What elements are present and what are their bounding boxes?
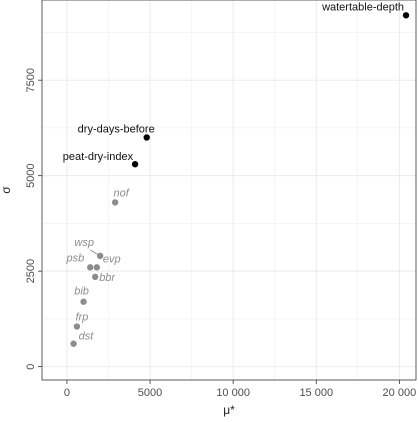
point-label-psb: psb [65, 252, 84, 264]
point-nof [111, 199, 119, 206]
point-label-bib: bib [74, 286, 89, 298]
x-axis-title: μ* [223, 403, 235, 417]
point-label-watertable-depth: watertable-depth [321, 1, 404, 13]
point-label-evp: evp [103, 253, 121, 265]
point-wsp [96, 252, 104, 260]
point-dry-days-before [143, 134, 150, 141]
point-psb [87, 264, 94, 271]
point-label-dry-days-before: dry-days-before [78, 123, 155, 135]
point-labels: watertable-depth dry-days-before peat-dry-… [63, 1, 404, 342]
point-label-wsp: wsp [74, 237, 94, 249]
point-bbr [91, 273, 99, 281]
y-tick-label: 0 [25, 364, 37, 370]
y-tick-label: 7500 [25, 68, 37, 92]
x-tick-label: 15 000 [299, 387, 333, 399]
point-label-bbr: bbr [99, 272, 116, 284]
point-label-dst: dst [79, 331, 95, 343]
point-dst [70, 340, 77, 347]
point-label-peat-dry-index: peat-dry-index [63, 151, 134, 163]
y-axis-title: σ [0, 186, 13, 194]
point-evp [93, 264, 101, 271]
point-label-nof: nof [113, 187, 129, 199]
panel-border [41, 0, 417, 381]
y-tick-label: 5000 [25, 163, 37, 187]
point-peat-dry-index [131, 161, 139, 168]
x-tick-label: 5000 [138, 387, 162, 399]
point-label-frp: frp [75, 312, 88, 324]
point-watertable-depth [402, 12, 410, 19]
axis-ticks: 0 5000 10 000 15 000 20 000 0 2500 5000 7500 [25, 68, 416, 399]
point-bib [80, 298, 87, 305]
grid-lines [42, 0, 416, 380]
x-tick-label: 0 [64, 387, 70, 399]
y-tick-label: 2500 [25, 259, 37, 283]
data-points [70, 12, 410, 347]
x-tick-label: 10 000 [216, 387, 250, 399]
point-frp [73, 323, 81, 330]
x-tick-label: 20 000 [383, 387, 417, 399]
